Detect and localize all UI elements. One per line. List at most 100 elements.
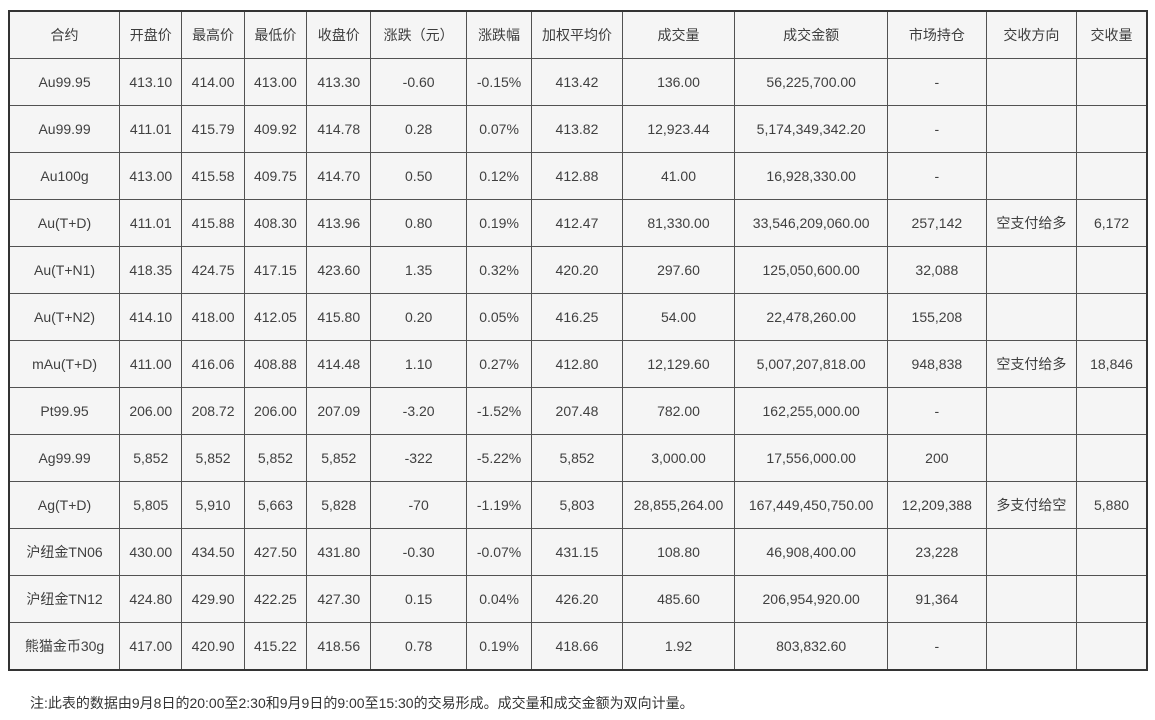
value-cell: 948,838	[887, 340, 987, 388]
contract-name-cell: Au(T+N1)	[8, 246, 121, 294]
value-cell: 0.19%	[465, 199, 533, 247]
value-cell	[985, 434, 1078, 482]
column-header: 成交金额	[734, 10, 889, 59]
value-cell: 413.42	[531, 58, 623, 106]
value-cell: 207.09	[306, 387, 372, 435]
value-cell: 5,174,349,342.20	[734, 105, 889, 153]
value-cell: 418.66	[531, 622, 623, 671]
value-cell	[1076, 575, 1148, 623]
value-cell	[985, 528, 1078, 576]
value-cell: 418.35	[119, 246, 183, 294]
table-row: Ag99.99 5,852 5,852 5,852 5,852 -322 -5.22% 5,8…	[8, 434, 1148, 482]
value-cell: 28,855,264.00	[621, 481, 736, 529]
value-cell: 136.00	[621, 58, 736, 106]
contract-name-cell: mAu(T+D)	[8, 340, 121, 388]
value-cell: 167,449,450,750.00	[734, 481, 889, 529]
value-cell: 485.60	[621, 575, 736, 623]
value-cell: 5,852	[243, 434, 308, 482]
value-cell: 413.00	[119, 152, 183, 200]
value-cell: 411.01	[119, 199, 183, 247]
value-cell: 0.15	[370, 575, 467, 623]
contract-name-cell: Au99.99	[8, 105, 121, 153]
value-cell: 409.92	[243, 105, 308, 153]
value-cell: 413.82	[531, 105, 623, 153]
value-cell	[1076, 528, 1148, 576]
value-cell: 412.80	[531, 340, 623, 388]
column-header: 交收方向	[985, 10, 1078, 59]
value-cell: 5,663	[243, 481, 308, 529]
value-cell	[985, 293, 1078, 341]
value-cell: 5,852	[531, 434, 623, 482]
value-cell: 427.30	[306, 575, 372, 623]
value-cell: 411.00	[119, 340, 183, 388]
value-cell: 81,330.00	[621, 199, 736, 247]
value-cell: 5,805	[119, 481, 183, 529]
value-cell: 413.96	[306, 199, 372, 247]
value-cell: 413.30	[306, 58, 372, 106]
column-header: 成交量	[621, 10, 736, 59]
contract-name-cell: 熊猫金币30g	[8, 622, 121, 671]
table-row: 沪纽金TN12 424.80 429.90 422.25 427.30 0.15 0.04%…	[8, 575, 1148, 623]
value-cell: 5,852	[181, 434, 245, 482]
value-cell: 多支付给空	[985, 481, 1078, 529]
value-cell: 415.88	[181, 199, 245, 247]
table-row: mAu(T+D) 411.00 416.06 408.88 414.48 1.10 0.27…	[8, 340, 1148, 388]
value-cell: 427.50	[243, 528, 308, 576]
value-cell: 18,846	[1076, 340, 1148, 388]
value-cell: 431.80	[306, 528, 372, 576]
value-cell: 0.27%	[465, 340, 533, 388]
contract-name-cell: 沪纽金TN12	[8, 575, 121, 623]
value-cell: 415.79	[181, 105, 245, 153]
value-cell: 32,088	[887, 246, 987, 294]
value-cell: 424.80	[119, 575, 183, 623]
value-cell: 417.15	[243, 246, 308, 294]
value-cell: 12,129.60	[621, 340, 736, 388]
value-cell: -70	[370, 481, 467, 529]
table-row: 沪纽金TN06 430.00 434.50 427.50 431.80 -0.30 -0.0…	[8, 528, 1148, 576]
value-cell: -	[887, 58, 987, 106]
value-cell: 空支付给多	[985, 340, 1078, 388]
value-cell: 426.20	[531, 575, 623, 623]
table-row: Au(T+D) 411.01 415.88 408.30 413.96 0.80 0.19%…	[8, 199, 1148, 247]
value-cell: 415.58	[181, 152, 245, 200]
value-cell	[985, 105, 1078, 153]
contract-name-cell: Au(T+N2)	[8, 293, 121, 341]
value-cell: 0.28	[370, 105, 467, 153]
value-cell: 423.60	[306, 246, 372, 294]
value-cell: 12,209,388	[887, 481, 987, 529]
value-cell: 5,852	[306, 434, 372, 482]
value-cell: 414.78	[306, 105, 372, 153]
value-cell: 1.10	[370, 340, 467, 388]
value-cell: 5,852	[119, 434, 183, 482]
value-cell: -	[887, 105, 987, 153]
value-cell	[985, 575, 1078, 623]
value-cell	[985, 152, 1078, 200]
value-cell: 414.70	[306, 152, 372, 200]
value-cell: 420.90	[181, 622, 245, 671]
table-row: 熊猫金币30g 417.00 420.90 415.22 418.56 0.78 0.19%…	[8, 622, 1148, 671]
market-quotes-table: 合约 开盘价 最高价 最低价 收盘价 涨跌（元） 涨跌幅 加权平均价 成交量 成交金额 市场持仓 交收…	[8, 10, 1148, 671]
column-header: 收盘价	[306, 10, 372, 59]
value-cell: 206.00	[243, 387, 308, 435]
value-cell: 16,928,330.00	[734, 152, 889, 200]
table-row: Au(T+N1) 418.35 424.75 417.15 423.60 1.35 0.32…	[8, 246, 1148, 294]
value-cell: 6,172	[1076, 199, 1148, 247]
table-row: Pt99.95 206.00 208.72 206.00 207.09 -3.20 -1.5…	[8, 387, 1148, 435]
value-cell	[1076, 152, 1148, 200]
contract-name-cell: Ag(T+D)	[8, 481, 121, 529]
value-cell: 5,803	[531, 481, 623, 529]
table-row: Au99.95 413.10 414.00 413.00 413.30 -0.60 -0.1…	[8, 58, 1148, 106]
column-header: 交收量	[1076, 10, 1148, 59]
value-cell: 412.88	[531, 152, 623, 200]
value-cell: 417.00	[119, 622, 183, 671]
value-cell: 418.00	[181, 293, 245, 341]
footnote: 注:此表的数据由9月8日的20:00至2:30和9月9日的9:00至15:30的…	[30, 695, 694, 711]
value-cell: 0.78	[370, 622, 467, 671]
value-cell: -1.19%	[465, 481, 533, 529]
value-cell: 409.75	[243, 152, 308, 200]
value-cell: 3,000.00	[621, 434, 736, 482]
value-cell	[1076, 105, 1148, 153]
value-cell: 0.80	[370, 199, 467, 247]
value-cell: 424.75	[181, 246, 245, 294]
